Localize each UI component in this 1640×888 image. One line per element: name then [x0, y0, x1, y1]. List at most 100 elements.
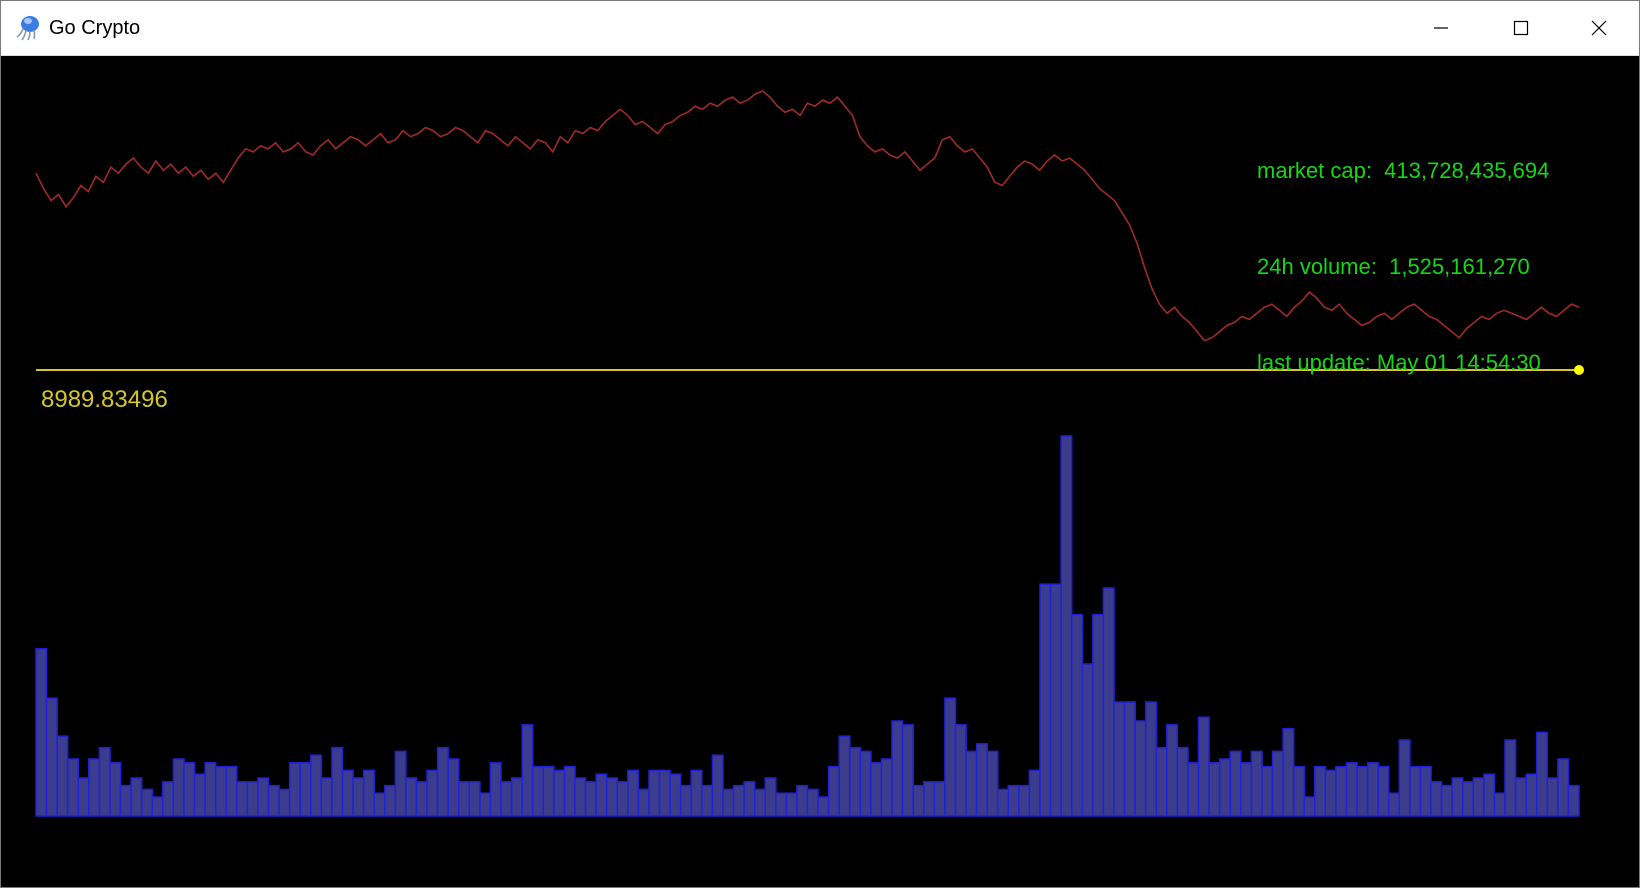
- volume-bar: [1028, 769, 1041, 817]
- volume-bar: [426, 769, 439, 817]
- volume-bar: [352, 777, 365, 817]
- volume-bar: [1271, 750, 1284, 817]
- volume-bar: [743, 781, 756, 817]
- volume-bar: [891, 720, 904, 817]
- volume-bar: [1007, 784, 1020, 817]
- volume-bar: [320, 777, 333, 817]
- volume-bar: [140, 788, 154, 817]
- minimize-button[interactable]: [1401, 1, 1481, 55]
- minimize-icon: [1434, 27, 1448, 29]
- volume-bar: [1102, 587, 1115, 817]
- volume-bar: [479, 792, 492, 817]
- close-icon: [1591, 20, 1607, 36]
- maximize-icon: [1513, 20, 1529, 36]
- volume-bar: [1166, 724, 1179, 817]
- volume-bar: [1472, 777, 1485, 817]
- price-volume-chart: [35, 90, 1584, 817]
- volume-bar: [1388, 792, 1401, 817]
- volume-bar: [965, 750, 978, 817]
- volume-bar: [162, 781, 175, 817]
- volume-bar: [1567, 784, 1580, 817]
- volume-bar: [193, 773, 206, 817]
- volume-bar: [77, 777, 90, 817]
- volume-bar: [531, 765, 545, 817]
- volume-bar: [362, 769, 375, 817]
- volume-bar: [1525, 773, 1538, 817]
- volume-bars: [35, 435, 1580, 817]
- volume-bar: [1324, 769, 1337, 817]
- volume-bar: [1430, 781, 1443, 817]
- volume-bar: [933, 781, 946, 817]
- volume-bar: [119, 784, 132, 817]
- last-update-value: May 01 14:54:30: [1376, 350, 1541, 375]
- reference-price-label: 8989.83496: [41, 386, 168, 413]
- volume-bar: [183, 762, 196, 817]
- volume-bar: [1187, 762, 1200, 817]
- price-line: [35, 90, 1580, 342]
- volume-bar: [701, 784, 714, 817]
- volume-bar: [1176, 746, 1189, 817]
- volume-bar: [679, 784, 693, 817]
- volume-bar: [151, 796, 164, 817]
- volume-bar: [584, 781, 597, 817]
- volume-bar: [690, 769, 703, 817]
- volume-bar: [827, 765, 840, 817]
- volume-bar: [1292, 765, 1306, 817]
- title-bar[interactable]: Go Crypto: [1, 1, 1639, 56]
- volume-bar: [849, 746, 862, 817]
- volume-bar: [553, 769, 566, 817]
- volume-bar: [267, 784, 280, 817]
- volume-value: 1,525,161,270: [1389, 254, 1530, 279]
- volume-bar: [627, 769, 640, 817]
- volume-bar: [447, 758, 460, 817]
- volume-bar: [204, 762, 217, 817]
- volume-bar: [880, 758, 893, 817]
- volume-bar: [753, 788, 767, 817]
- volume-bar: [1314, 765, 1327, 817]
- volume-bar: [1356, 765, 1369, 817]
- volume-bar: [1092, 613, 1105, 817]
- volume-bar: [1546, 777, 1559, 817]
- volume-bar: [648, 769, 661, 817]
- volume-bar: [373, 792, 386, 817]
- volume-bar: [785, 792, 798, 817]
- volume-bar: [331, 746, 344, 817]
- volume-bar: [870, 762, 883, 817]
- volume-bar: [944, 697, 957, 817]
- volume-bar: [130, 777, 143, 817]
- volume-bar: [901, 724, 914, 817]
- volume-bar: [1535, 731, 1549, 817]
- volume-bar: [521, 724, 534, 817]
- volume-bar: [1366, 762, 1379, 817]
- volume-bar: [510, 777, 523, 817]
- volume-bar: [1155, 746, 1168, 817]
- volume-bar: [384, 784, 397, 817]
- volume-bar: [1419, 765, 1432, 817]
- volume-bar: [1335, 765, 1348, 817]
- volume-bar: [775, 792, 788, 817]
- volume-bar: [1049, 583, 1062, 817]
- volume-bar: [1070, 613, 1084, 817]
- volume-bar: [500, 781, 513, 817]
- volume-bar: [1557, 758, 1570, 817]
- volume-bar: [236, 781, 249, 817]
- volume-bar: [563, 765, 576, 817]
- volume-bar: [1144, 701, 1158, 817]
- volume-bar: [98, 746, 111, 817]
- volume-bar: [859, 750, 872, 817]
- volume-bar: [468, 781, 481, 817]
- volume-row: 24h volume: 1,525,161,270: [1257, 251, 1549, 283]
- volume-bar: [66, 758, 80, 817]
- volume-bar: [1261, 765, 1274, 817]
- volume-bar: [172, 758, 185, 817]
- maximize-button[interactable]: [1481, 1, 1561, 55]
- volume-bar: [45, 697, 58, 817]
- volume-bar: [912, 784, 925, 817]
- close-button[interactable]: [1559, 1, 1639, 55]
- volume-bar: [1134, 720, 1147, 817]
- volume-bar: [405, 777, 418, 817]
- volume-bar: [246, 781, 259, 817]
- volume-bar: [457, 781, 471, 817]
- volume-bar: [1504, 739, 1517, 817]
